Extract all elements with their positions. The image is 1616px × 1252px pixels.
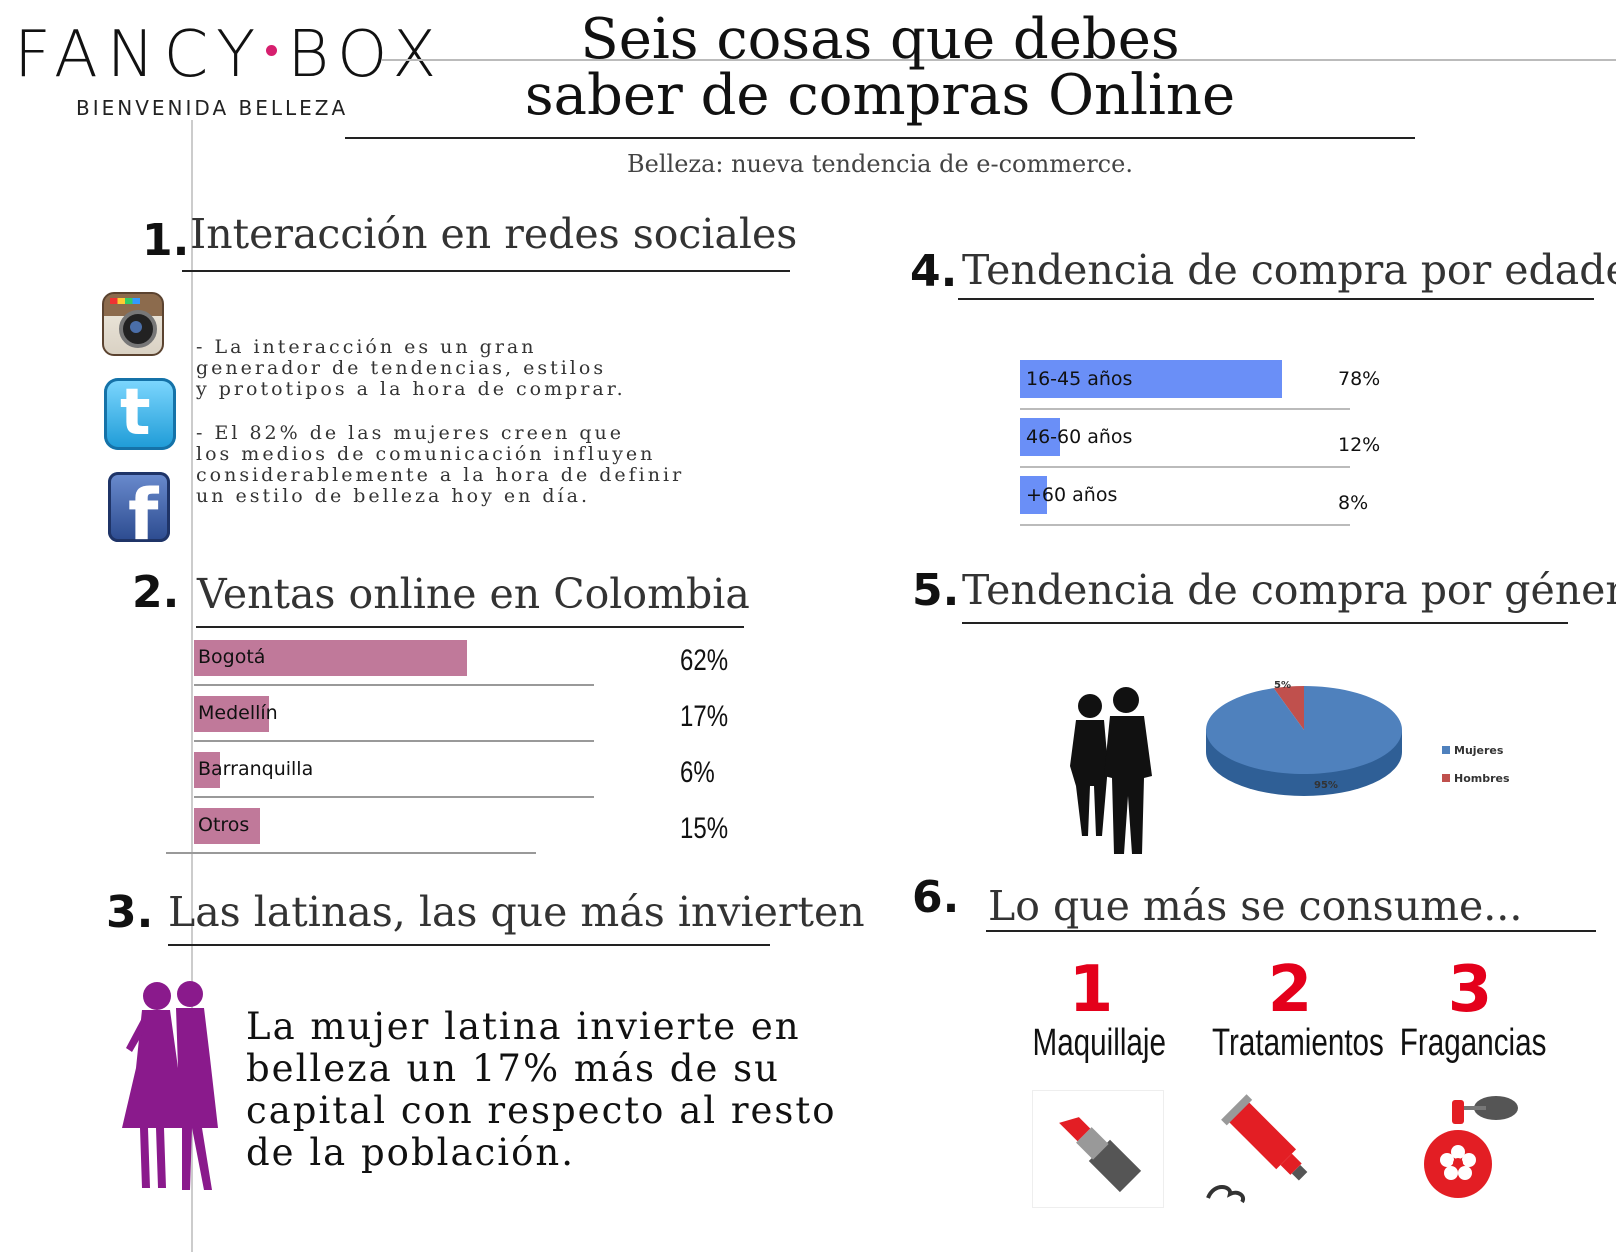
section5-number: 5. [912, 565, 960, 616]
brand-name-right: BOX [287, 18, 446, 92]
header-top-rule [382, 59, 1616, 61]
section2-rule [196, 626, 744, 628]
latina-women-silhouette [122, 981, 218, 1190]
brand-name-left: FANCY [14, 18, 265, 92]
age-value-1: 12% [1338, 434, 1381, 456]
row-rule-1 [194, 740, 594, 742]
chart-compra-genero: 5% 95% Mujeres Hombres [1196, 668, 1536, 838]
instagram-icon[interactable] [102, 292, 164, 356]
section3-heading: Las latinas, las que más invierten [168, 888, 865, 936]
section6-number: 6. [912, 872, 960, 923]
age-rule-1 [1020, 466, 1350, 468]
section1-paragraph1: - La interacción es un gran generador de… [196, 336, 626, 400]
brand-logo: FANCY BOX BIENVENIDA BELLEZA [14, 18, 436, 128]
consume-item-3: 3 Fragancias [1380, 958, 1560, 1065]
age-bar-1 [1020, 418, 1061, 456]
bar-label-2: Barranquilla [198, 758, 314, 780]
age-value-0: 78% [1338, 368, 1381, 390]
couple-silhouette [1070, 687, 1152, 854]
bar-value-3: 15% [680, 812, 729, 845]
section2-number: 2. [132, 567, 180, 618]
brand-dot [266, 45, 278, 56]
section3-rule [168, 944, 770, 946]
section4-number: 4. [910, 246, 958, 297]
brand-tagline: BIENVENIDA BELLEZA [76, 96, 349, 120]
legend-label-hombres: Hombres [1454, 772, 1510, 785]
title-rule [345, 137, 1415, 139]
age-value-2: 8% [1338, 492, 1369, 514]
age-label-1: 46-60 años [1026, 426, 1133, 448]
twitter-icon[interactable]: t [104, 376, 176, 450]
vertical-divider [191, 120, 193, 1252]
bar-0 [194, 640, 467, 676]
section5-rule [962, 622, 1568, 624]
section3-text: La mujer latina invierte en belleza un 1… [246, 1005, 837, 1174]
page-title-line2: saber de compras Online [524, 63, 1236, 128]
consume-label-tratamientos: Tratamientos [1212, 1022, 1384, 1064]
page-title: Seis cosas que debes saber de compras On… [380, 12, 1380, 124]
rank-3: 3 [1447, 953, 1493, 1027]
section5-heading: Tendencia de compra por género [962, 566, 1616, 614]
age-rule-0 [1020, 408, 1350, 410]
rank-1: 1 [1068, 953, 1114, 1027]
row-rule-0 [194, 684, 594, 686]
bar-2 [194, 752, 221, 788]
age-label-0: 16-45 años [1026, 368, 1133, 390]
consume-label-fragancias: Fragancias [1399, 1022, 1547, 1064]
pie-slice-hombres [1273, 686, 1304, 730]
facebook-icon[interactable]: f [108, 472, 170, 542]
chart-compra-edades: 16-45 años 78% 46-60 años 12% +60 años 8% [1018, 360, 1398, 530]
section1-heading: Interacción en redes sociales [190, 210, 798, 258]
age-bar-0 [1020, 360, 1282, 398]
pie-label-hombres: 5% [1274, 680, 1291, 691]
legend-swatch-mujeres [1442, 746, 1450, 754]
page-subtitle: Belleza: nueva tendencia de e-commerce. [627, 150, 1133, 178]
bar-value-1: 17% [680, 700, 729, 733]
section3-number: 3. [106, 887, 154, 938]
pie-label-mujeres: 95% [1314, 780, 1338, 791]
bar-value-2: 6% [680, 756, 715, 789]
cream-tube-icon [1206, 1094, 1308, 1204]
section4-rule [958, 298, 1594, 300]
chart-ventas-colombia: Bogotá 62% Medellín 17% Barranquilla 6% Otros 1… [160, 640, 760, 865]
pie-slice-mujeres [1206, 686, 1402, 774]
age-bar-2 [1020, 476, 1047, 514]
consume-label-maquillaje: Maquillaje [1032, 1022, 1166, 1064]
bar-label-0: Bogotá [198, 646, 266, 668]
age-rule-2 [1020, 524, 1350, 526]
lipstick-icon [1032, 1090, 1164, 1208]
bar-label-3: Otros [198, 814, 250, 836]
consume-item-1: 1 Maquillaje [1016, 958, 1166, 1065]
row-rule-2 [194, 796, 594, 798]
section6-rule [986, 930, 1596, 932]
section2-heading: Ventas online en Colombia [197, 570, 750, 618]
row-rule-3 [166, 852, 536, 854]
page-title-line1: Seis cosas que debes [580, 7, 1180, 72]
perfume-icon [1424, 1096, 1518, 1198]
section6-heading: Lo que más se consume... [988, 882, 1523, 930]
section4-heading: Tendencia de compra por edades [962, 246, 1616, 294]
consume-item-2: 2 Tratamientos [1190, 958, 1390, 1065]
bar-value-0: 62% [680, 644, 729, 677]
gender-pie-svg: 5% 95% Mujeres Hombres [1206, 680, 1510, 796]
section1-number: 1. [142, 215, 190, 266]
bar-label-1: Medellín [198, 702, 278, 724]
rank-2: 2 [1267, 953, 1313, 1027]
age-label-2: +60 años [1026, 484, 1118, 506]
section1-rule [182, 270, 790, 272]
legend-label-mujeres: Mujeres [1454, 744, 1504, 757]
bar-3 [194, 808, 260, 844]
bar-1 [194, 696, 269, 732]
legend-swatch-hombres [1442, 774, 1450, 782]
section1-paragraph2: - El 82% de las mujeres creen que los me… [196, 422, 685, 507]
